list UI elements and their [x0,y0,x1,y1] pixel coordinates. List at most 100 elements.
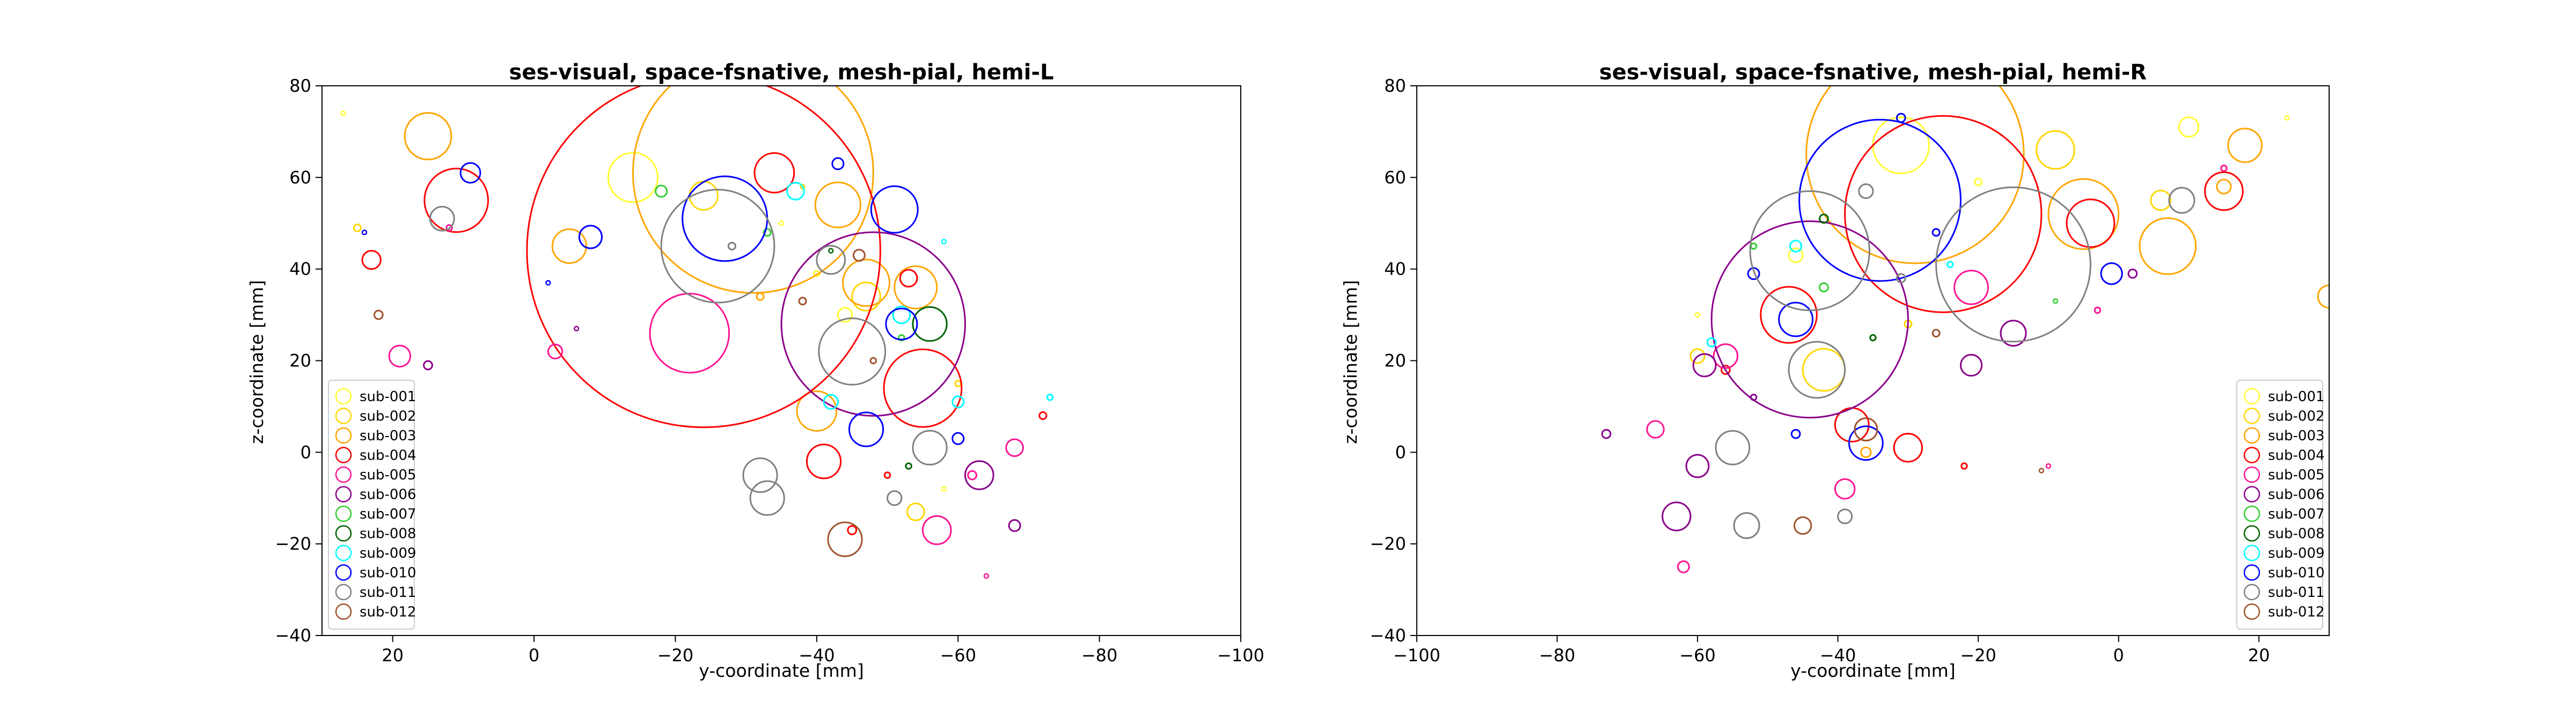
y-tick-label: −40 [1370,625,1406,646]
x-tick-label: 20 [382,645,404,666]
legend-label-sub-004: sub-004 [360,448,416,464]
legend-marker-sub-005 [335,466,352,483]
marker-sub-002 [353,223,362,232]
y-tick-label: 60 [289,167,311,188]
y-tick-label: 40 [1384,259,1406,279]
legend-label-sub-001: sub-001 [360,389,416,405]
x-tick-label: −80 [1081,645,1118,666]
marker-sub-010 [1848,425,1884,461]
marker-sub-001 [1694,312,1701,318]
legend-marker-sub-011 [2243,583,2260,601]
marker-sub-004 [847,525,858,535]
marker-sub-003 [2317,284,2329,309]
marker-sub-001 [607,152,659,203]
legend-marker-sub-002 [335,408,352,424]
marker-sub-004 [526,86,881,429]
y-tick-label: 0 [301,442,311,462]
marker-sub-011 [1837,508,1853,524]
marker-sub-008 [912,306,948,342]
marker-sub-002 [2036,130,2075,170]
legend-marker-sub-008 [335,525,352,542]
marker-sub-002 [1689,348,1706,364]
y-axis-label-hemi-R: z-coordinate [mm] [1340,280,1361,444]
marker-sub-011 [1935,186,2091,343]
y-tick-label: 20 [289,351,311,371]
legend-label-sub-006: sub-006 [360,487,416,503]
marker-sub-004 [361,249,382,270]
marker-sub-012 [1794,516,1812,535]
axes-hemi-R: ses-visual, space-fsnative, mesh-pial, h… [1340,60,2330,681]
legend-label-sub-005: sub-005 [2268,467,2325,483]
marker-sub-001 [837,307,853,323]
legend-label-sub-011: sub-011 [360,585,416,601]
marker-sub-008 [1819,213,1829,224]
legend-marker-sub-007 [335,505,352,522]
y-axis-label-hemi-L: z-coordinate [mm] [246,280,267,444]
legend-label-sub-009: sub-009 [360,545,416,562]
legend-label-sub-002: sub-002 [360,409,416,425]
marker-sub-006 [1750,394,1758,401]
marker-sub-004 [2204,171,2244,211]
legend-marker-sub-009 [335,544,352,562]
marker-sub-009 [1946,261,1954,268]
x-tick-label: −20 [1960,645,1996,666]
x-tick-label: −40 [799,645,835,666]
marker-sub-010 [952,432,965,445]
y-tick-label: 0 [1395,442,1406,462]
legend-label-sub-009: sub-009 [2268,545,2325,562]
marker-sub-005 [983,573,990,579]
marker-sub-012 [852,249,866,262]
marker-sub-011 [1896,273,1906,284]
plot-frame-hemi-R [1416,85,2330,636]
marker-sub-005 [1713,343,1739,369]
marker-sub-003 [842,258,890,307]
chart-title-hemi-R: ses-visual, space-fsnative, mesh-pial, h… [1599,60,2147,85]
marker-sub-011 [742,457,778,493]
marker-sub-002 [851,282,881,312]
legend-marker-sub-005 [2243,466,2260,483]
marker-sub-002 [2150,189,2171,211]
marker-sub-004 [1721,365,1731,375]
marker-sub-003 [894,265,938,309]
marker-sub-004 [883,471,891,479]
marker-sub-011 [818,317,887,386]
marker-sub-010 [578,225,603,249]
legend-marker-sub-001 [335,388,352,405]
marker-sub-012 [1854,417,1878,442]
marker-sub-006 [780,231,966,417]
x-tick-label: −100 [1393,645,1440,666]
marker-sub-006 [573,326,580,331]
marker-sub-007 [2052,298,2059,304]
y-ticks-hemi-R: −40 −20 0 20 40 60 80 [1370,76,1417,646]
x-tick-label: −60 [940,645,976,666]
marker-sub-002 [906,503,925,521]
marker-sub-012 [798,297,807,306]
marker-sub-004 [2066,198,2116,248]
marker-sub-008 [1869,334,1877,342]
legend-label-sub-008: sub-008 [2268,526,2325,542]
legend-label-sub-003: sub-003 [360,428,416,444]
legend-label-sub-007: sub-007 [2268,506,2325,522]
marker-sub-011 [1858,183,1874,200]
marker-sub-010 [1747,267,1760,280]
marker-sub-009 [823,394,839,410]
marker-sub-005 [1953,269,1989,305]
marker-sub-011 [749,480,785,516]
marker-sub-003 [1860,446,1872,458]
marker-sub-004 [806,444,842,479]
marker-sub-006 [423,360,433,371]
y-tick-label: 80 [289,76,311,96]
legend-hemi-R: sub-001 sub-002 sub-003 sub-004 sub-005 sub-0… [2236,380,2325,630]
axes-hemi-L: ses-visual, space-fsnative, mesh-pial, h… [246,60,1264,681]
legend-marker-sub-002 [2243,408,2260,424]
marker-sub-007 [1750,242,1758,250]
marker-sub-006 [1685,454,1710,478]
marker-sub-006 [1601,429,1612,439]
x-ticks-hemi-L: 20 0 −20 −40 −60 −80 −100 [382,636,1264,666]
marker-sub-010 [1790,429,1801,439]
legend-hemi-L: sub-001 sub-002 sub-003 sub-004 sub-005 sub-0… [328,380,416,630]
marker-sub-008 [905,462,912,470]
marker-sub-004 [1893,433,1923,463]
y-tick-label: −40 [275,625,311,646]
marker-sub-005 [1677,560,1690,573]
